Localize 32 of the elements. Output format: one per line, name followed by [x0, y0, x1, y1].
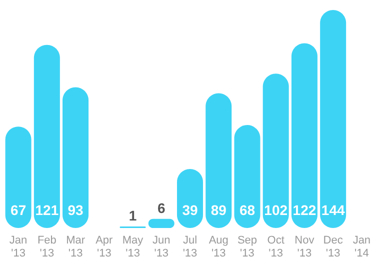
x-tick-label: Apr '13 [96, 234, 114, 260]
x-tick-label: Sep '13 [237, 234, 258, 260]
x-tick-label: May '13 [122, 234, 144, 260]
data-label: 121 [35, 202, 59, 218]
x-tick-label: Dec '13 [323, 234, 344, 260]
data-label: 89 [210, 202, 227, 218]
data-label: 122 [292, 202, 316, 218]
bar [34, 44, 60, 228]
data-label: 68 [239, 202, 256, 218]
bar [291, 43, 318, 228]
bar [320, 10, 346, 228]
data-label: 93 [68, 202, 84, 218]
x-tick-label: Jan '14 [352, 234, 371, 260]
bar [5, 126, 32, 228]
x-tick-label: Jul '13 [182, 234, 198, 260]
x-tick-label: Nov '13 [294, 234, 315, 260]
bar [234, 125, 260, 228]
x-tick-label: Aug '13 [208, 234, 228, 260]
data-label: 67 [10, 202, 26, 218]
data-label: 6 [157, 200, 166, 216]
data-label: 1 [128, 207, 137, 224]
x-tick-label: Jan '13 [9, 234, 28, 260]
bar [262, 74, 289, 228]
data-label: 102 [264, 202, 288, 218]
x-tick-label: Jun '13 [152, 234, 170, 260]
data-label: 39 [182, 202, 198, 218]
x-tick-label: Oct '13 [267, 234, 284, 260]
bar [206, 93, 232, 228]
data-label: 144 [321, 202, 345, 218]
x-tick-label: Mar '13 [66, 234, 86, 260]
x-tick-label: Feb '13 [37, 234, 56, 260]
bar [62, 87, 89, 228]
